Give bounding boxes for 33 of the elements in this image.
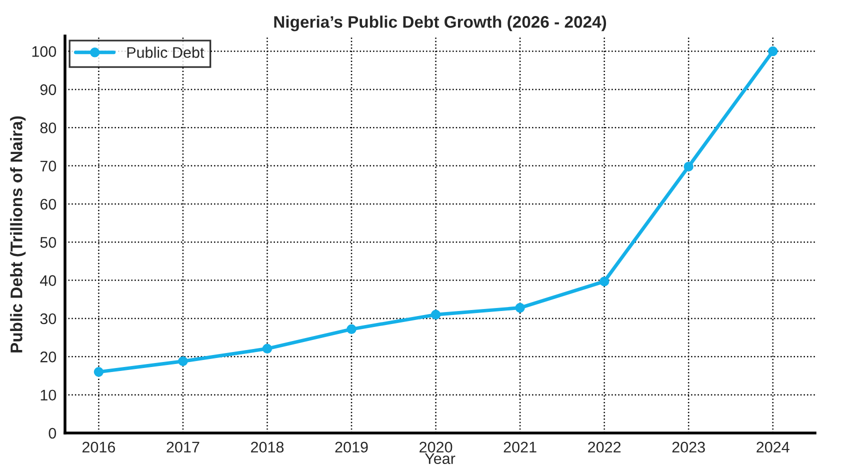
x-axis-title: Year — [424, 453, 456, 464]
x-tick-label: 2021 — [504, 442, 536, 453]
y-tick-label: 90 — [40, 84, 56, 96]
point — [515, 302, 525, 313]
y-tick-label: 70 — [40, 160, 56, 172]
x-tick-label: 2019 — [335, 442, 368, 453]
x-tick-label: 2017 — [166, 442, 200, 453]
y-tick-label: 50 — [40, 237, 56, 248]
x-tick-label: 2022 — [588, 442, 621, 453]
x-tick-label: 2024 — [756, 442, 790, 453]
y-tick-label: 100 — [32, 46, 56, 57]
y-tick-label: 0 — [48, 428, 56, 439]
chart-title: Nigeria’s Public Debt Growth (2026 - 2024) — [274, 16, 606, 32]
x-tick-label: 2023 — [672, 442, 705, 453]
y-tick-label: 40 — [40, 275, 56, 286]
point — [430, 310, 441, 320]
x-tick-label: 2018 — [251, 442, 284, 453]
point — [178, 356, 188, 366]
x-tick-label: 2016 — [82, 442, 116, 453]
y-tick-label: 80 — [40, 122, 56, 134]
point — [346, 324, 356, 334]
point — [599, 276, 610, 286]
legend-label: Public Debt — [127, 46, 204, 58]
point — [94, 367, 104, 377]
y-axis-title: Public Debt (Trillions of Naira) — [10, 116, 26, 352]
y-tick-label: 10 — [40, 390, 56, 401]
y-tick-label: 20 — [40, 352, 56, 362]
y-tick-label: 60 — [40, 198, 56, 210]
point — [768, 46, 778, 56]
point — [262, 344, 272, 354]
point — [684, 162, 694, 172]
y-tick-label: 30 — [40, 313, 56, 324]
x-tick-label: 2020 — [420, 442, 452, 453]
